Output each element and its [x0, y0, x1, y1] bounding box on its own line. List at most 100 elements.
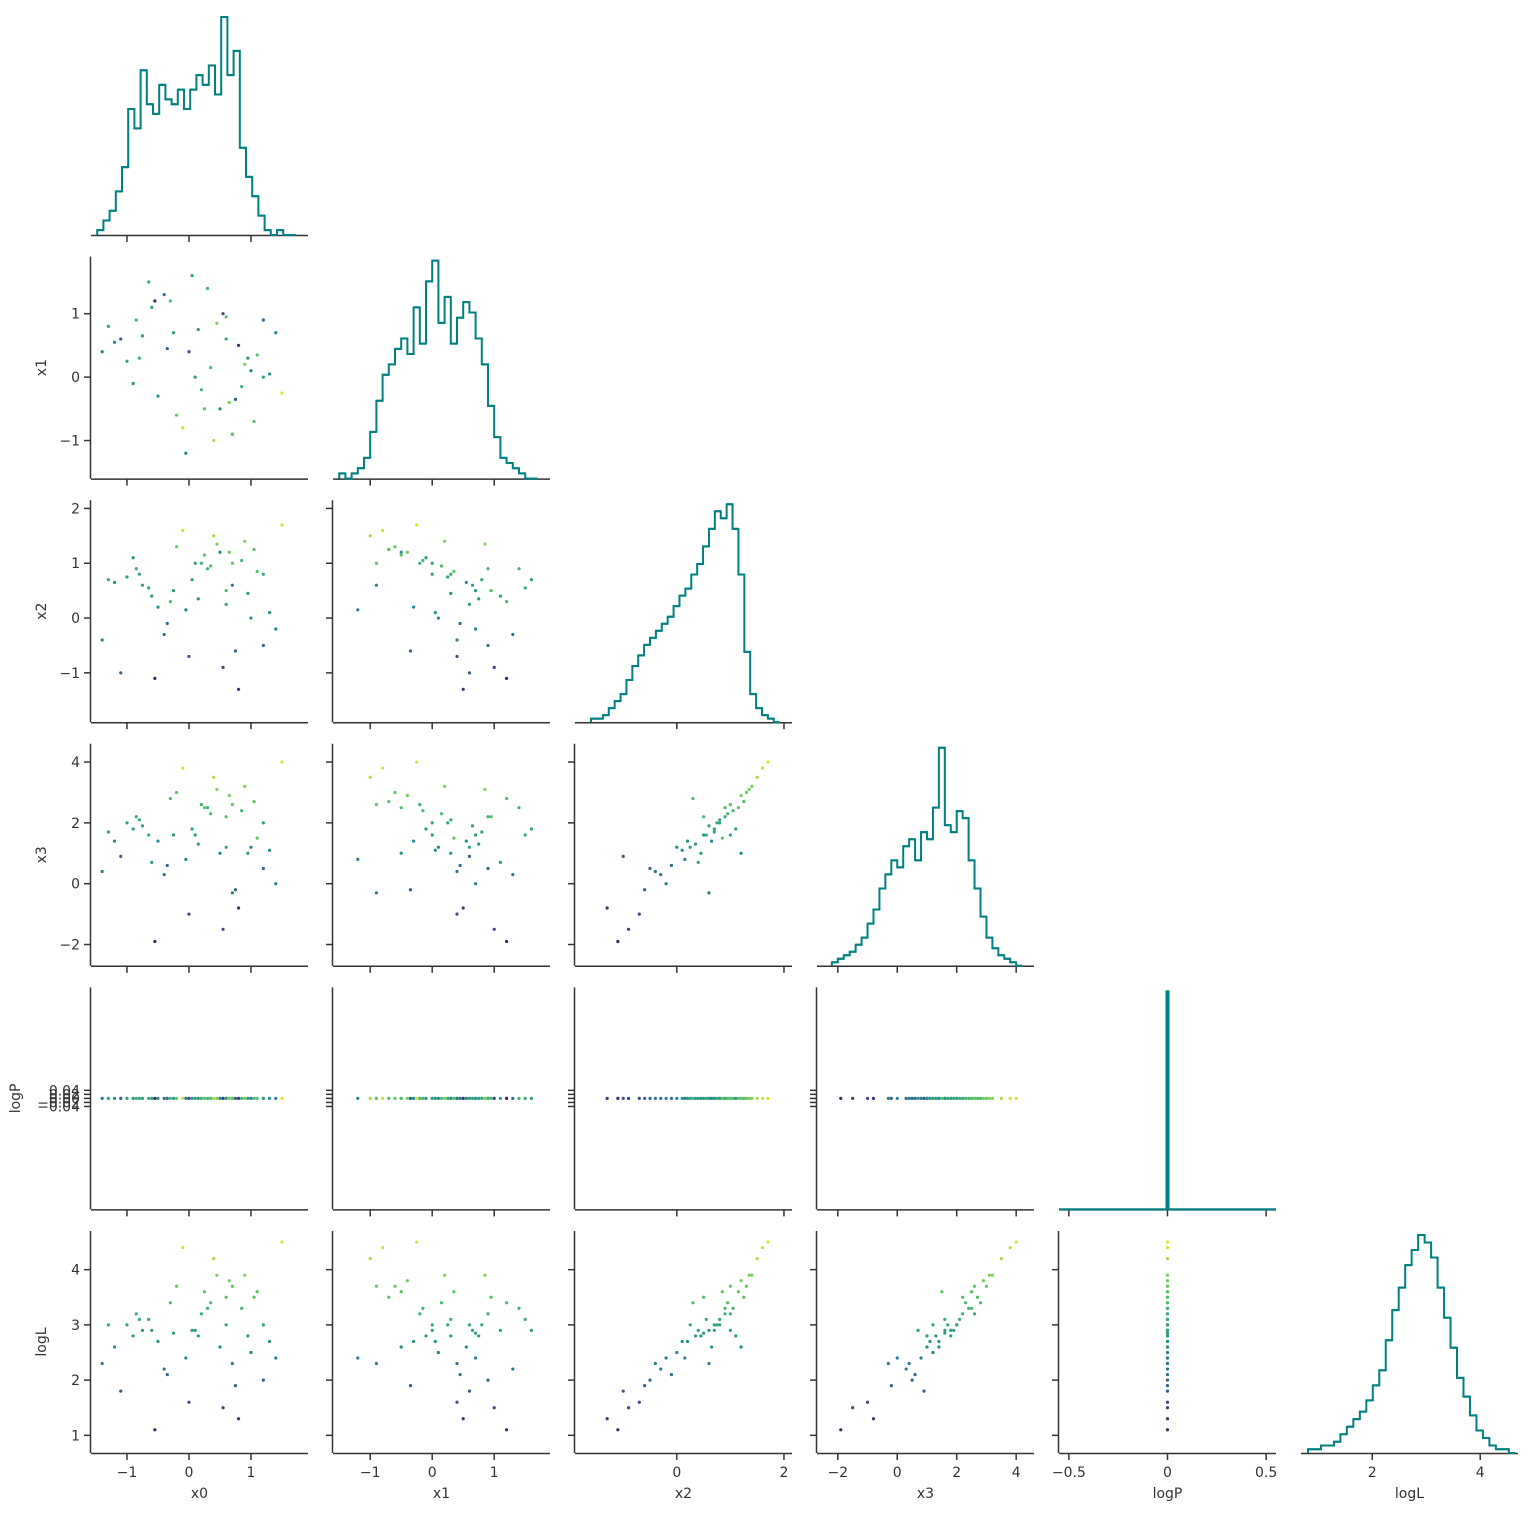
scatter-point — [246, 851, 250, 855]
scatter-point — [368, 1257, 372, 1261]
scatter-point — [616, 939, 620, 944]
scatter-point — [871, 1096, 876, 1100]
scatter-point — [934, 1096, 938, 1100]
scatter-point — [675, 1350, 679, 1355]
scatter-point — [886, 1361, 890, 1366]
scatter-point — [972, 1312, 977, 1316]
scatter-point — [227, 1279, 231, 1283]
scatter-point — [489, 589, 493, 593]
scatter-point — [209, 366, 213, 370]
scatter-point — [1165, 1245, 1170, 1250]
scatter-point — [190, 1328, 194, 1333]
scatter-point — [736, 1096, 741, 1100]
scatter-point — [224, 315, 228, 319]
scatter-point — [704, 1317, 708, 1321]
x-tick-label: 0 — [428, 1465, 437, 1481]
scatter-point — [750, 784, 754, 788]
scatter-point — [405, 1279, 409, 1283]
scatter-point — [134, 567, 138, 571]
scatter-point — [529, 578, 534, 582]
scatter-point — [701, 833, 706, 837]
scatter-point — [517, 806, 521, 810]
scatter-point — [1165, 1317, 1170, 1321]
scatter-point — [106, 1323, 110, 1327]
y-tick-label: −2 — [59, 938, 80, 954]
y-tick-label: 2 — [71, 501, 80, 517]
scatter-point — [131, 381, 135, 386]
scatter-point — [199, 561, 203, 565]
scatter-point — [224, 1096, 228, 1100]
scatter-point — [648, 1096, 652, 1100]
scatter-point — [467, 1323, 471, 1327]
scatter-point — [707, 1096, 711, 1100]
scatter-point — [1165, 1279, 1170, 1283]
scatter-point — [715, 821, 719, 825]
scatter-point — [421, 558, 425, 563]
x-tick-label: 4 — [1012, 1465, 1021, 1481]
hist-outline — [338, 259, 538, 480]
scatter-point — [112, 839, 117, 843]
scatter-point — [240, 1096, 244, 1100]
scatter-point — [643, 1096, 647, 1100]
scatter-point — [907, 1361, 911, 1366]
scatter-point — [181, 1245, 185, 1250]
scatter-point — [399, 553, 403, 557]
scatter-point — [112, 340, 117, 344]
scatter-point — [230, 583, 234, 587]
scatter-point — [452, 1290, 456, 1294]
scatter-point — [430, 1323, 434, 1327]
scatter-point — [430, 572, 434, 576]
scatter-point — [648, 866, 652, 871]
scatter-point — [267, 372, 272, 376]
scatter-point — [134, 815, 138, 819]
scatter-point — [707, 1361, 711, 1366]
scatter-point — [233, 397, 238, 401]
scatter-point — [418, 803, 422, 807]
scatter-point — [1165, 1323, 1170, 1327]
scatter-point — [439, 564, 444, 568]
scatter-point — [691, 1301, 695, 1305]
scatter-point — [415, 1240, 419, 1244]
scatter-point — [739, 851, 743, 855]
scatter-point — [221, 1096, 225, 1100]
scatter-point — [967, 1096, 971, 1100]
scatter-point — [405, 1096, 409, 1100]
scatter-point — [443, 539, 447, 543]
scatter-point — [637, 1400, 641, 1404]
scatter-point — [707, 1328, 711, 1333]
scatter-point — [162, 632, 166, 637]
scatter-point — [119, 854, 123, 858]
scatter-point — [252, 419, 256, 424]
scatter-point — [961, 1312, 965, 1316]
scatter-point — [147, 280, 151, 284]
scatter-point — [449, 851, 453, 855]
scatter-point — [961, 1295, 965, 1299]
scatter-point — [255, 569, 259, 574]
scatter-point — [626, 1406, 631, 1410]
scatter-point — [685, 839, 690, 843]
scatter-point — [955, 1323, 959, 1327]
scatter-point — [886, 1096, 890, 1100]
scatter-point — [865, 1096, 870, 1100]
scatter-point — [943, 1317, 947, 1321]
scatter-point — [486, 1096, 490, 1100]
scatter-point — [739, 793, 743, 798]
scatter-point — [925, 1345, 929, 1349]
scatter-point — [723, 1096, 727, 1100]
scatter-point — [274, 1096, 278, 1100]
scatter-point — [922, 1096, 926, 1100]
scatter-point — [952, 1096, 956, 1100]
scatter-point — [511, 632, 515, 637]
scatter-point — [718, 1323, 722, 1327]
scatter-point — [701, 1331, 706, 1335]
scatter-point — [430, 1096, 434, 1100]
scatter-point — [470, 1328, 475, 1333]
scatter-point — [731, 1096, 735, 1100]
scatter-point — [474, 627, 478, 631]
scatter-point — [1008, 1096, 1012, 1100]
scatter-point — [230, 432, 234, 436]
scatter-point — [486, 1312, 490, 1316]
scatter-point — [972, 1284, 977, 1288]
scatter-point — [387, 799, 391, 804]
scatter-point — [405, 793, 409, 798]
